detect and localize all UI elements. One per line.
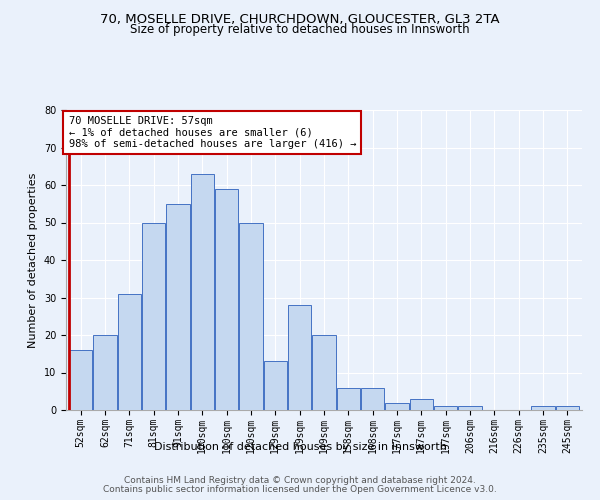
Bar xyxy=(239,222,263,410)
Bar xyxy=(94,335,116,410)
Bar xyxy=(191,174,214,410)
Text: Contains HM Land Registry data © Crown copyright and database right 2024.: Contains HM Land Registry data © Crown c… xyxy=(124,476,476,485)
Bar xyxy=(556,406,579,410)
Bar xyxy=(69,350,92,410)
Bar xyxy=(215,188,238,410)
Bar xyxy=(313,335,335,410)
Bar xyxy=(337,388,360,410)
Bar xyxy=(434,406,457,410)
Bar xyxy=(361,388,384,410)
Bar xyxy=(410,399,433,410)
Bar xyxy=(166,204,190,410)
Bar xyxy=(385,402,409,410)
Bar xyxy=(264,361,287,410)
Text: Distribution of detached houses by size in Innsworth: Distribution of detached houses by size … xyxy=(154,442,446,452)
Bar xyxy=(532,406,554,410)
Bar xyxy=(288,305,311,410)
Text: Size of property relative to detached houses in Innsworth: Size of property relative to detached ho… xyxy=(130,22,470,36)
Text: Contains public sector information licensed under the Open Government Licence v3: Contains public sector information licen… xyxy=(103,484,497,494)
Bar xyxy=(118,294,141,410)
Bar xyxy=(458,406,482,410)
Text: 70 MOSELLE DRIVE: 57sqm
← 1% of detached houses are smaller (6)
98% of semi-deta: 70 MOSELLE DRIVE: 57sqm ← 1% of detached… xyxy=(68,116,356,149)
Y-axis label: Number of detached properties: Number of detached properties xyxy=(28,172,38,348)
Bar xyxy=(142,222,165,410)
Text: 70, MOSELLE DRIVE, CHURCHDOWN, GLOUCESTER, GL3 2TA: 70, MOSELLE DRIVE, CHURCHDOWN, GLOUCESTE… xyxy=(100,12,500,26)
